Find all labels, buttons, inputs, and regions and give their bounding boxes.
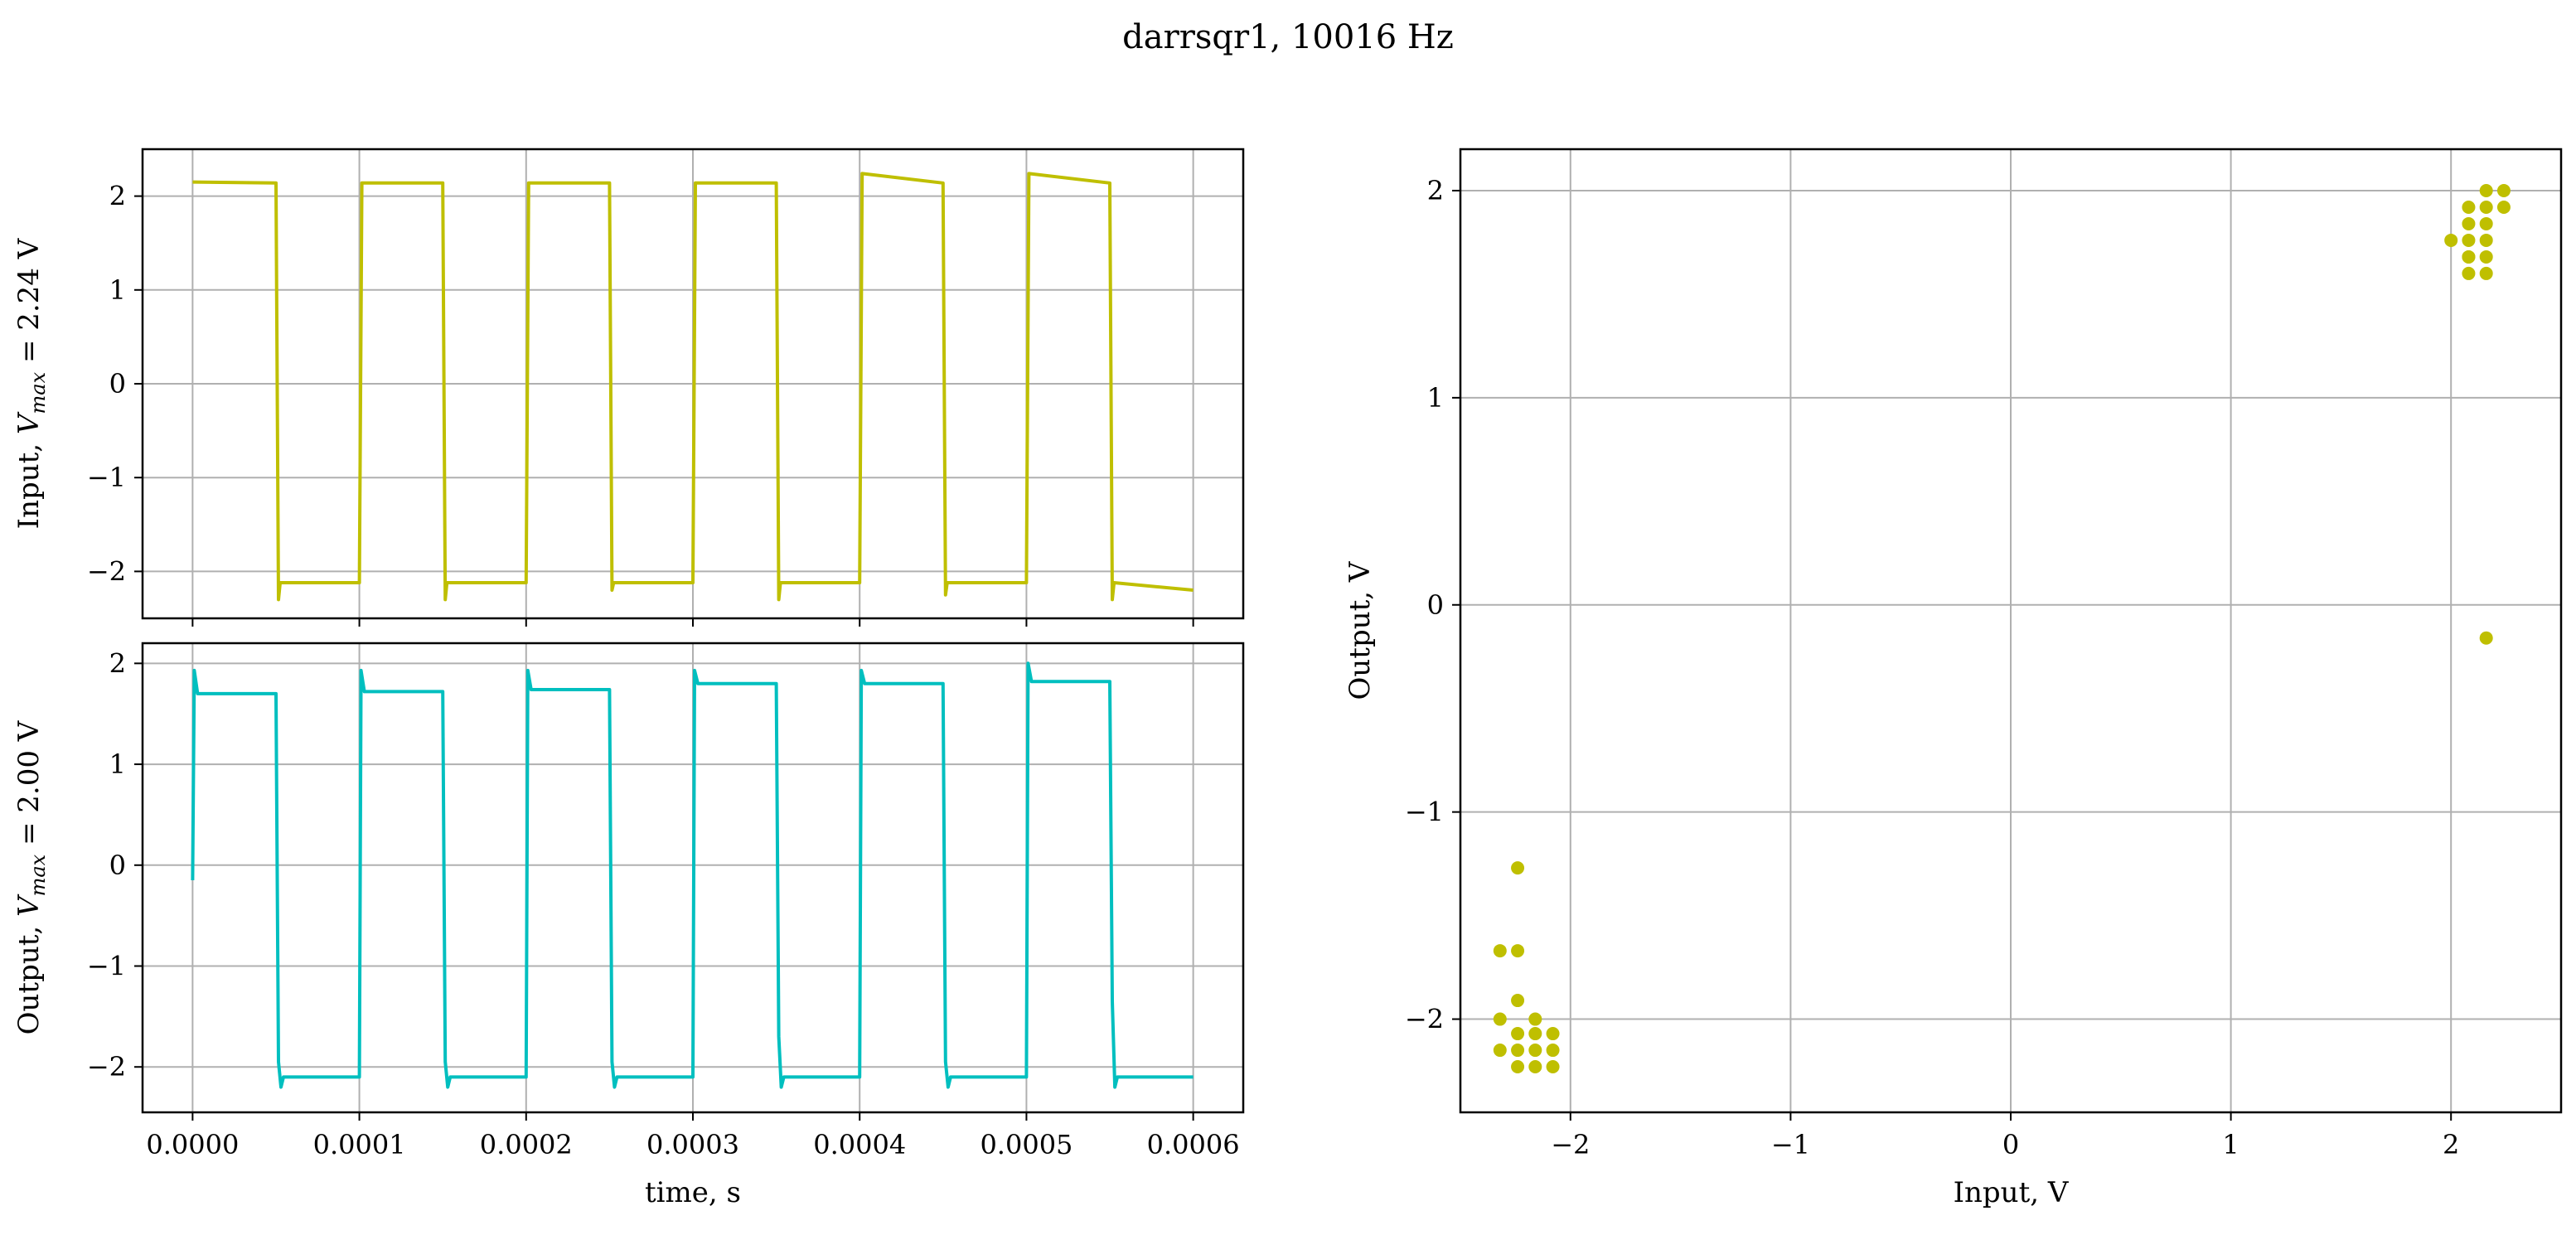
- x-axis-label: Input, V: [1954, 1176, 2070, 1209]
- y-tick-label: 0: [1427, 589, 1444, 621]
- x-tick-label: −1: [1771, 1129, 1810, 1160]
- x-tick-label: 0: [2002, 1129, 2019, 1160]
- scatter-point: [1511, 1027, 1525, 1041]
- x-axis-label: time, s: [645, 1176, 741, 1209]
- scatter-point: [2462, 249, 2476, 264]
- x-tick-label: 0.0005: [980, 1129, 1073, 1160]
- y-tick-label: −2: [87, 555, 126, 587]
- x-tick-label: 1: [2222, 1129, 2239, 1160]
- scatter-point: [1546, 1060, 1560, 1074]
- y-tick-label: 2: [109, 647, 126, 679]
- scatter-point: [1546, 1027, 1560, 1041]
- scatter-point: [1511, 1060, 1525, 1074]
- output-voltage-line: [191, 661, 1194, 1089]
- figure-title: darrsqr1, 10016 Hz: [1122, 18, 1454, 56]
- scatter-point: [1493, 1044, 1507, 1058]
- y-tick-label: 1: [109, 274, 126, 306]
- y-tick-label: −2: [87, 1051, 126, 1082]
- y-tick-label: −1: [1405, 797, 1444, 828]
- scatter-point: [2444, 233, 2458, 247]
- scatter-point: [2496, 183, 2511, 197]
- y-tick-label: −1: [87, 462, 126, 493]
- x-tick-label: 0.0006: [1147, 1129, 1240, 1160]
- scatter-point: [2462, 233, 2476, 247]
- scatter-point: [2479, 200, 2493, 214]
- scatter-point: [1528, 1012, 1542, 1026]
- input-output-scatter: −2 −1 0 1 2 −2 −1 0 1 2 Input, V Output, V: [1344, 148, 2563, 1209]
- y-tick-label: −2: [1405, 1004, 1444, 1035]
- scatter-point: [1493, 1012, 1507, 1026]
- x-tick-label: 0.0004: [813, 1129, 906, 1160]
- scatter-point: [1511, 944, 1525, 958]
- x-tick-label: 2: [2443, 1129, 2459, 1160]
- y-tick-label: 0: [109, 368, 126, 400]
- y-tick-label: 1: [1427, 382, 1444, 414]
- y-tick-label: 0: [109, 850, 126, 881]
- scatter-point: [2479, 183, 2493, 197]
- scatter-point: [2479, 266, 2493, 280]
- input-voltage-line: [192, 172, 1194, 602]
- axes-frame: [1459, 148, 2563, 1114]
- axes-frame: [141, 642, 1245, 1114]
- x-tick-label: −2: [1551, 1129, 1590, 1160]
- y-axis-label: Output, V: [1344, 560, 1377, 700]
- scatter-point: [2479, 249, 2493, 264]
- y-tick-label: −1: [87, 951, 126, 982]
- scatter-point: [1511, 861, 1525, 875]
- y-tick-label: 2: [109, 181, 126, 212]
- y-tick-label: 2: [1427, 175, 1444, 206]
- y-axis-label: Input, Vmax = 2.24 V: [12, 237, 50, 529]
- x-tick-label: 0.0002: [480, 1129, 573, 1160]
- grid-lines: [1460, 149, 2561, 1112]
- x-tick-label: 0.0001: [313, 1129, 406, 1160]
- scatter-point: [1493, 944, 1507, 958]
- scatter-point: [2462, 216, 2476, 230]
- scatter-point: [2462, 200, 2476, 214]
- scatter-point: [1546, 1044, 1560, 1058]
- x-tick-label: 0.0003: [646, 1129, 739, 1160]
- axes-frame: [141, 148, 1245, 620]
- input-time-plot: −2 −1 0 1 2 Input, Vmax = 2.24 V: [12, 148, 1245, 627]
- scatter-point: [2479, 233, 2493, 247]
- scatter-point: [2462, 266, 2476, 280]
- output-time-plot: 0.0000 0.0001 0.0002 0.0003 0.0004 0.0005 0.00…: [12, 642, 1245, 1209]
- scatter-points: [1493, 183, 2511, 1074]
- y-tick-label: 1: [109, 748, 126, 780]
- scatter-point: [1511, 994, 1525, 1008]
- y-axis-label: Output, Vmax = 2.00 V: [12, 719, 50, 1034]
- scatter-point: [2496, 200, 2511, 214]
- scatter-point: [1511, 1044, 1525, 1058]
- scatter-point: [2479, 631, 2493, 645]
- scatter-point: [1528, 1044, 1542, 1058]
- scatter-point: [1528, 1060, 1542, 1074]
- scatter-point: [1528, 1027, 1542, 1041]
- x-tick-label: 0.0000: [146, 1129, 239, 1160]
- scatter-point: [2479, 216, 2493, 230]
